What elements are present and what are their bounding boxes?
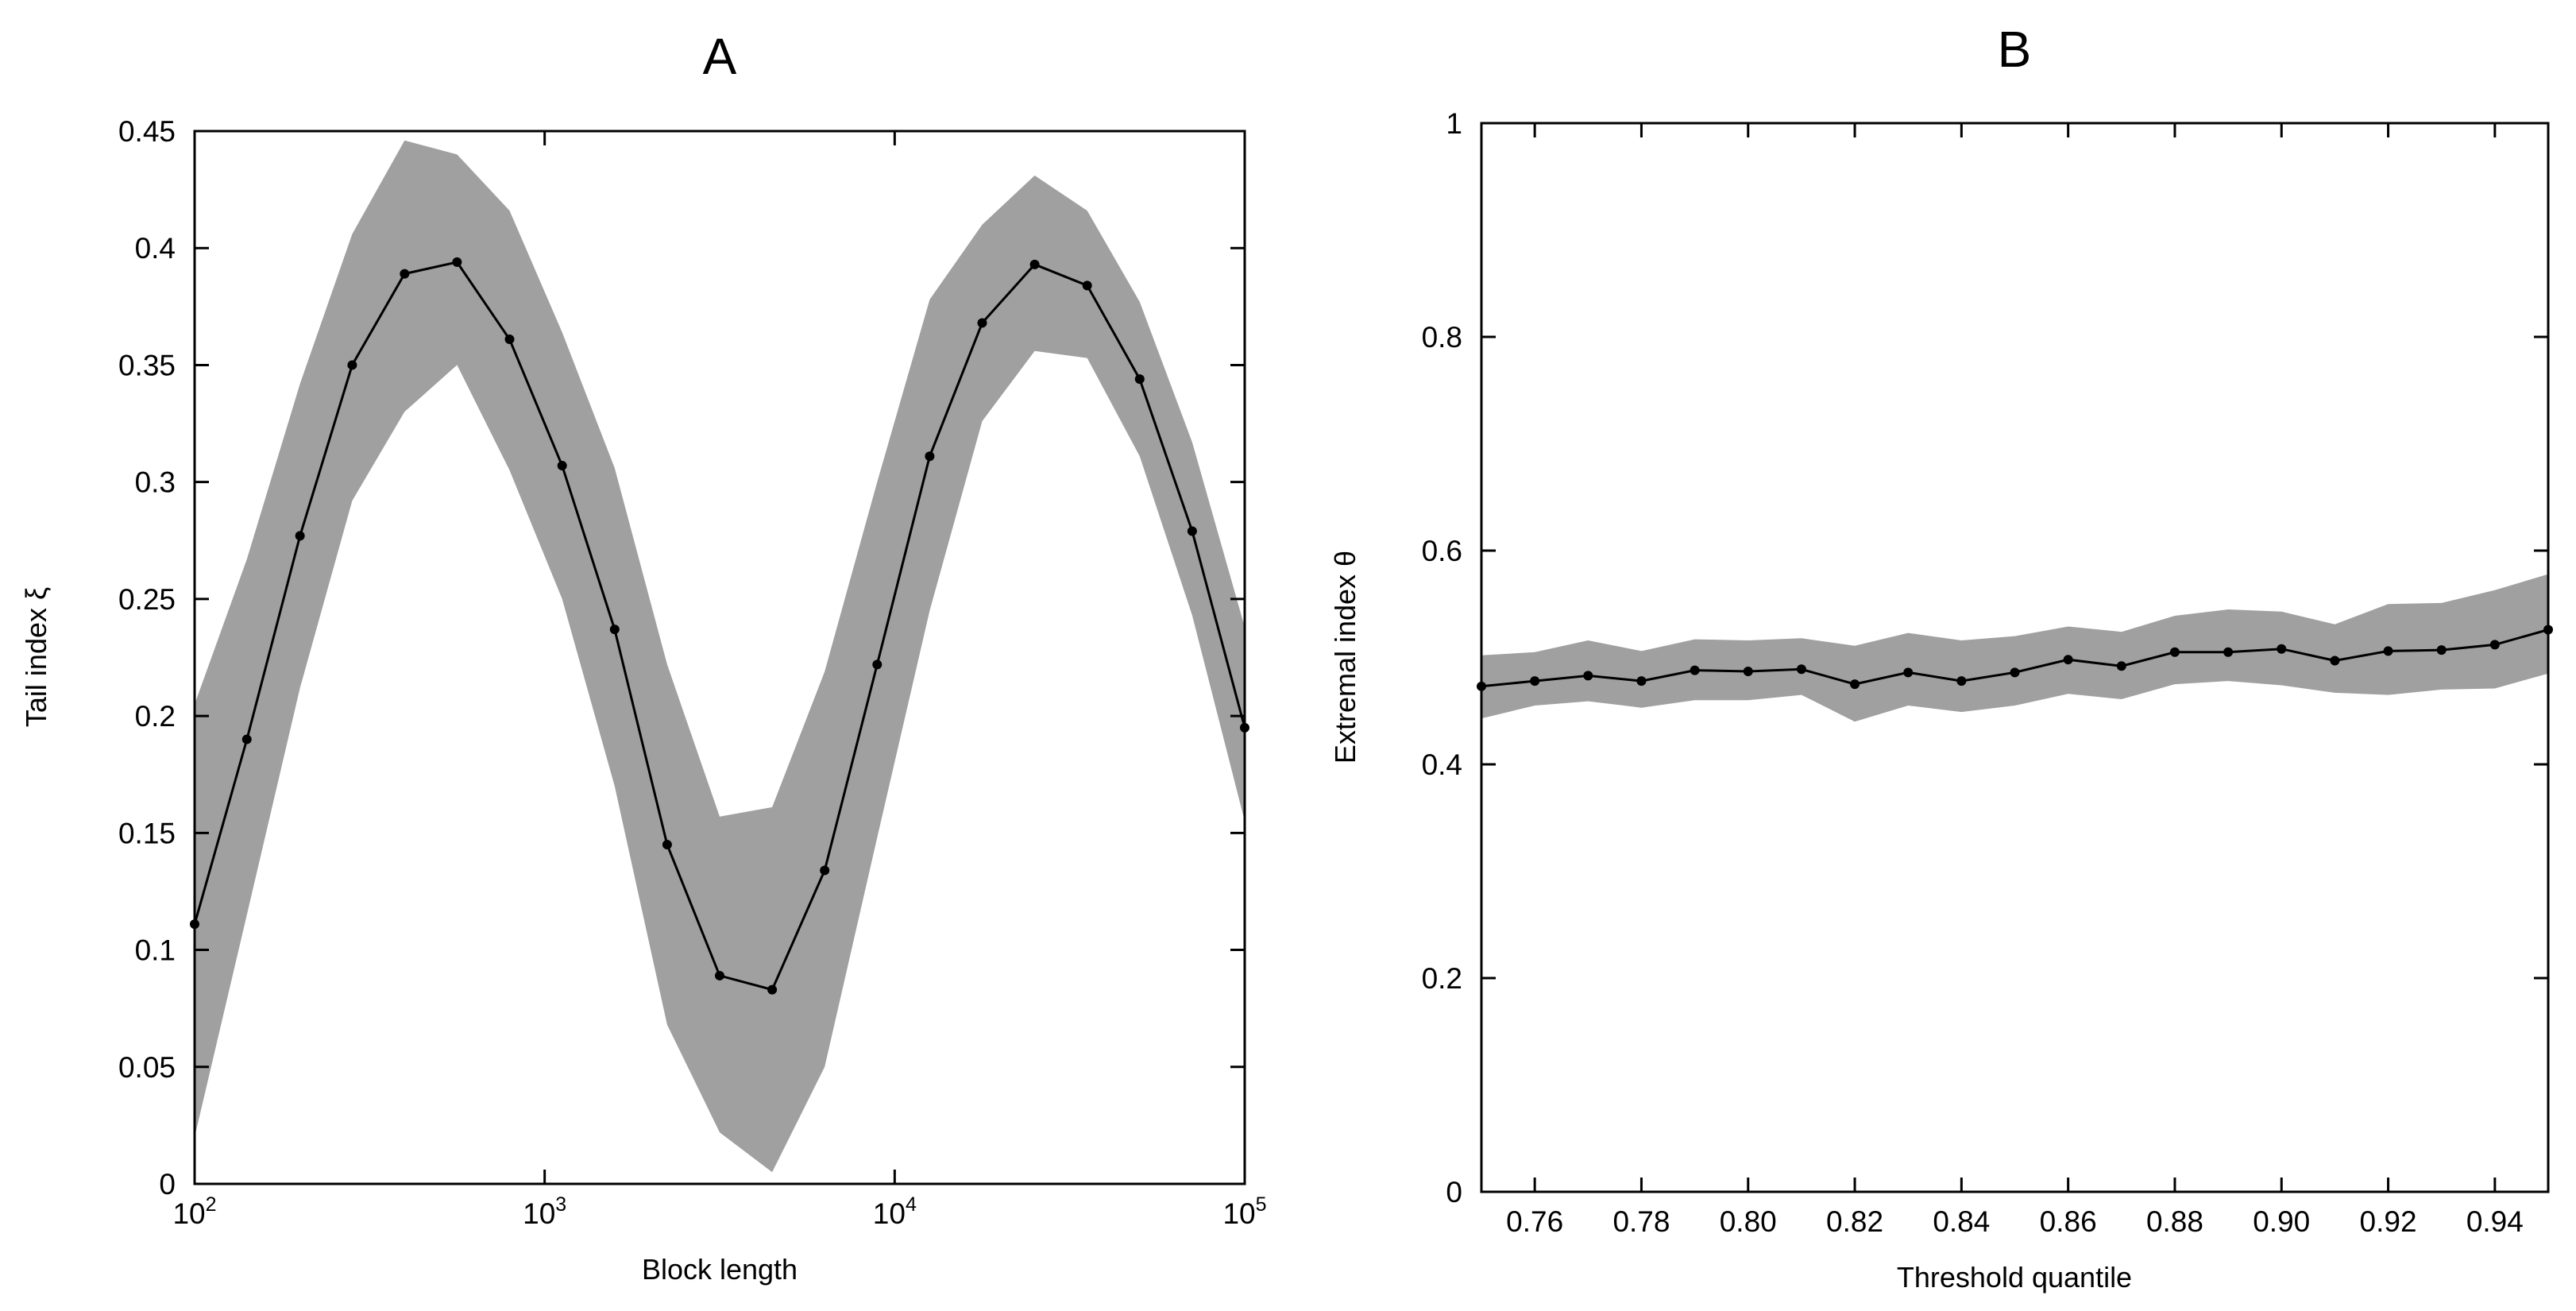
data-point bbox=[2383, 646, 2393, 656]
y-tick-label: 0.35 bbox=[118, 349, 176, 381]
data-point bbox=[1956, 676, 1967, 686]
y-tick-label: 0.2 bbox=[135, 700, 176, 733]
y-tick-label: 0.05 bbox=[118, 1051, 176, 1084]
x-tick-label: 0.92 bbox=[2360, 1205, 2417, 1238]
data-series bbox=[190, 257, 1249, 995]
y-tick-label: 0 bbox=[159, 1168, 176, 1201]
x-tick-label: 104 bbox=[873, 1193, 917, 1230]
y-tick-label: 0 bbox=[1446, 1176, 1462, 1209]
y-tick-label: 0.4 bbox=[1422, 748, 1462, 781]
x-tick-label: 105 bbox=[1222, 1193, 1266, 1230]
x-tick-exponent: 4 bbox=[906, 1193, 917, 1216]
data-point bbox=[1690, 665, 1700, 675]
x-axis-title: Block length bbox=[642, 1253, 798, 1286]
data-point bbox=[1796, 664, 1806, 675]
data-point bbox=[2330, 656, 2340, 666]
x-tick-base: 10 bbox=[523, 1197, 555, 1230]
data-point bbox=[347, 360, 357, 370]
data-point bbox=[714, 970, 724, 980]
y-tick-label: 0.6 bbox=[1422, 535, 1462, 567]
data-point bbox=[662, 840, 672, 850]
data-point bbox=[2436, 645, 2447, 656]
x-axis-title: Threshold quantile bbox=[1897, 1261, 2132, 1294]
data-point bbox=[925, 451, 935, 462]
y-axis: 0 0.05 0.1 0.15 0.2 0.25 0.3 0.35 0.4 0.45 bbox=[118, 115, 1245, 1201]
data-point bbox=[1134, 374, 1145, 385]
data-point bbox=[557, 461, 567, 471]
x-tick-exponent: 3 bbox=[555, 1193, 566, 1216]
y-tick-label: 0.3 bbox=[135, 466, 176, 499]
y-tick-label: 0.4 bbox=[135, 232, 176, 265]
panel-b: 0.76 0.78 0.80 0.82 0.84 0.86 0.88 0.90 0.92 0.94… bbox=[1329, 21, 2553, 1294]
data-point bbox=[2116, 661, 2126, 671]
data-point bbox=[2063, 655, 2073, 665]
confidence-band-area bbox=[195, 140, 1245, 1173]
data-point bbox=[2277, 644, 2287, 654]
x-tick-label: 0.86 bbox=[2040, 1205, 2097, 1238]
y-tick-label: 0.1 bbox=[135, 934, 176, 967]
x-tick-base: 10 bbox=[1222, 1197, 1255, 1230]
confidence-band-area bbox=[1481, 574, 2548, 722]
data-point bbox=[1187, 526, 1197, 536]
data-point bbox=[872, 659, 882, 670]
y-tick-label: 0.45 bbox=[118, 115, 176, 148]
plot-frame bbox=[1480, 122, 2550, 1193]
data-point bbox=[2010, 667, 2020, 678]
data-point bbox=[452, 257, 462, 267]
x-tick-label: 0.88 bbox=[2146, 1205, 2203, 1238]
data-point bbox=[1850, 679, 1860, 690]
data-point bbox=[1903, 667, 1914, 678]
data-series bbox=[1477, 625, 2553, 691]
data-point bbox=[767, 984, 778, 995]
x-tick-label: 0.80 bbox=[1720, 1205, 1777, 1238]
y-tick-label: 0.25 bbox=[118, 583, 176, 616]
y-axis-title: Tail index ξ bbox=[20, 587, 52, 727]
data-point bbox=[1530, 676, 1540, 686]
x-tick-label: 0.90 bbox=[2253, 1205, 2310, 1238]
x-tick-label: 0.76 bbox=[1506, 1205, 1563, 1238]
data-point bbox=[1636, 676, 1647, 686]
x-axis: 0.76 0.78 0.80 0.82 0.84 0.86 0.88 0.90 0.92 0.94 bbox=[1506, 123, 2524, 1238]
x-tick-label: 0.94 bbox=[2466, 1205, 2524, 1238]
confidence-band bbox=[195, 140, 1245, 1173]
y-tick-label: 0.15 bbox=[118, 817, 176, 849]
x-tick-label: 103 bbox=[523, 1193, 566, 1230]
data-point bbox=[295, 531, 305, 541]
plot-frame bbox=[193, 130, 1246, 1185]
y-tick-label: 0.2 bbox=[1422, 962, 1462, 995]
data-point bbox=[504, 335, 515, 345]
panel-title: A bbox=[703, 28, 737, 85]
x-tick-label: 0.78 bbox=[1612, 1205, 1670, 1238]
x-axis: 102 103 104 105 bbox=[172, 131, 1267, 1230]
x-tick-exponent: 2 bbox=[206, 1193, 217, 1216]
data-point bbox=[1743, 666, 1753, 676]
x-tick-label: 0.84 bbox=[1933, 1205, 1990, 1238]
x-tick-base: 10 bbox=[172, 1197, 205, 1230]
x-tick-exponent: 5 bbox=[1256, 1193, 1267, 1216]
data-point bbox=[1082, 280, 1092, 291]
y-tick-label: 1 bbox=[1446, 107, 1462, 140]
data-point bbox=[820, 865, 830, 876]
data-point bbox=[400, 269, 410, 279]
x-tick-label: 0.82 bbox=[1826, 1205, 1883, 1238]
panel-title: B bbox=[1998, 21, 2032, 78]
data-point bbox=[1583, 671, 1593, 681]
panel-a: 102 103 104 105 00.050.10.150.20.250.30.350… bbox=[20, 28, 1267, 1286]
x-tick-label: 102 bbox=[172, 1193, 216, 1230]
data-point bbox=[2489, 640, 2500, 650]
data-point bbox=[977, 318, 987, 328]
confidence-band bbox=[1481, 574, 2548, 722]
data-point bbox=[2169, 647, 2180, 657]
y-axis: 0 0.2 0.4 0.6 0.8 1 bbox=[1422, 107, 2548, 1209]
data-point bbox=[609, 625, 620, 635]
y-tick-label: 0.8 bbox=[1422, 321, 1462, 354]
x-tick-base: 10 bbox=[873, 1197, 906, 1230]
y-axis-title: Extremal index θ bbox=[1329, 551, 1361, 764]
data-point bbox=[2223, 647, 2234, 657]
data-point bbox=[241, 734, 252, 744]
data-point bbox=[1029, 259, 1040, 269]
